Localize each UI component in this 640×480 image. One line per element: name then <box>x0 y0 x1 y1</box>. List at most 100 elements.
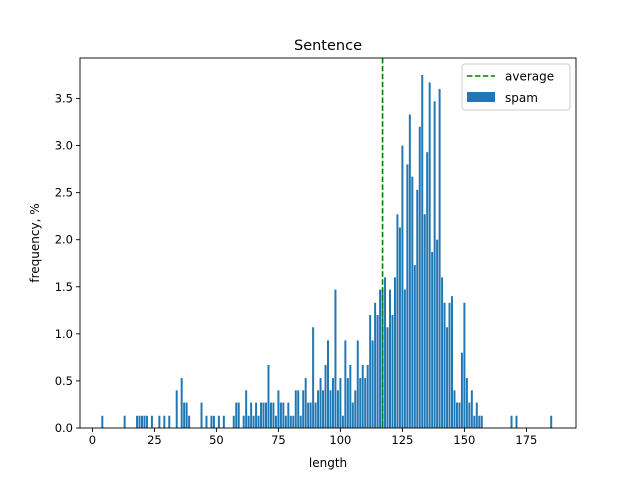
bar <box>329 390 332 428</box>
bar <box>277 390 280 428</box>
bar <box>351 402 354 428</box>
bar <box>200 402 203 428</box>
bar <box>460 352 463 428</box>
bar <box>515 415 518 428</box>
bar <box>436 239 439 428</box>
bar <box>438 89 441 428</box>
legend-spam-label: spam <box>505 91 538 105</box>
y-tick-label: 1.5 <box>55 280 73 294</box>
bar <box>269 402 272 428</box>
bar <box>289 415 292 428</box>
bar <box>431 251 434 428</box>
y-tick-label: 2.0 <box>55 233 73 247</box>
bar <box>185 402 188 428</box>
bar <box>317 390 320 428</box>
bar <box>212 415 215 428</box>
bar <box>341 415 344 428</box>
bar <box>364 378 367 428</box>
bar <box>183 402 186 428</box>
y-tick-label: 1.0 <box>55 327 73 341</box>
bar <box>398 227 401 428</box>
bar <box>145 415 148 428</box>
bar <box>413 265 416 428</box>
bar <box>473 415 476 428</box>
bar <box>279 402 282 428</box>
bar <box>463 302 466 428</box>
bar <box>322 390 325 428</box>
bar <box>389 289 391 428</box>
plot-frame <box>79 57 577 429</box>
bar <box>421 74 424 428</box>
bar <box>262 402 265 428</box>
y-axis-label: frequency, % <box>28 203 42 282</box>
bar <box>453 390 456 428</box>
bar <box>304 378 307 428</box>
bar <box>374 302 377 428</box>
bar <box>324 364 327 428</box>
bar <box>272 402 275 428</box>
bar <box>287 402 290 428</box>
bar <box>371 340 374 428</box>
bar <box>188 415 191 428</box>
bar <box>406 164 409 428</box>
bar <box>101 415 104 428</box>
bar <box>314 402 317 428</box>
bar <box>391 315 394 428</box>
bar <box>446 327 449 428</box>
bar <box>416 189 419 428</box>
bar <box>403 289 406 428</box>
y-tick-label: 0.0 <box>55 421 73 435</box>
bar <box>250 402 253 428</box>
bar <box>336 390 339 428</box>
bar <box>274 415 277 428</box>
bar <box>550 415 553 428</box>
bar <box>448 302 451 428</box>
bar <box>302 390 305 428</box>
bar <box>123 415 126 428</box>
bar <box>138 415 141 428</box>
bar <box>384 277 387 428</box>
bar <box>307 402 310 428</box>
bar <box>359 378 362 428</box>
bar <box>356 340 359 428</box>
bar <box>344 340 347 428</box>
bar <box>136 415 139 428</box>
bar <box>319 378 322 428</box>
bar <box>260 402 263 428</box>
bar <box>252 415 255 428</box>
bar <box>366 364 369 428</box>
bar <box>242 415 245 428</box>
x-tick-label: 50 <box>209 433 224 447</box>
bar <box>458 402 461 428</box>
bar <box>465 378 468 428</box>
bar <box>475 402 478 428</box>
bar <box>396 214 399 428</box>
y-tick-label: 3.5 <box>55 91 73 105</box>
y-tick-label: 2.5 <box>55 186 73 200</box>
bar <box>468 402 471 428</box>
x-tick-label: 75 <box>271 433 286 447</box>
bar <box>255 402 258 428</box>
bar <box>168 415 171 428</box>
bar <box>143 415 146 428</box>
bar <box>312 327 315 428</box>
x-tick-label: 150 <box>453 433 475 447</box>
bar <box>334 289 337 428</box>
bar <box>327 340 329 428</box>
bar <box>245 390 248 428</box>
bar <box>294 390 297 428</box>
x-tick-label: 100 <box>329 433 351 447</box>
bar <box>297 390 300 428</box>
bar <box>292 415 295 428</box>
bar <box>257 415 260 428</box>
bar <box>354 390 357 428</box>
bar <box>210 415 213 428</box>
bar <box>433 101 436 428</box>
bar <box>247 415 250 428</box>
bar <box>451 296 453 428</box>
bar <box>361 364 364 428</box>
x-axis: 0 25 50 75 100 125 150 175 <box>89 428 537 447</box>
x-tick-label: 175 <box>515 433 537 447</box>
bar <box>299 415 302 428</box>
